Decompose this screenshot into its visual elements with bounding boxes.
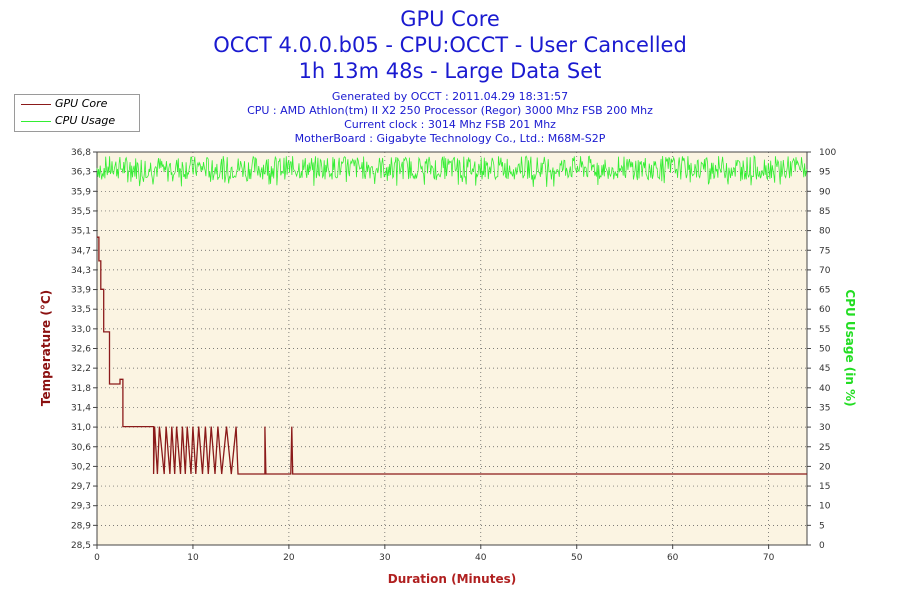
y-left-tick-label: 28,5 <box>71 541 91 551</box>
y-left-tick-label: 31,0 <box>71 423 91 433</box>
y-right-tick-label: 85 <box>819 207 830 217</box>
y-left-tick-label: 33,9 <box>71 286 91 296</box>
y-axis-left-label: Temperature (°C) <box>39 289 53 407</box>
x-tick-label: 50 <box>571 553 583 563</box>
y-right-tick-label: 55 <box>819 325 830 335</box>
legend-label-gpu-core: GPU Core <box>55 97 108 110</box>
y-left-tick-label: 28,9 <box>71 521 91 531</box>
y-left-tick-label: 35,1 <box>71 227 91 237</box>
y-right-tick-label: 90 <box>819 187 831 197</box>
motherboard-info: MotherBoard : Gigabyte Technology Co., L… <box>294 132 606 145</box>
chart-title: GPU Core <box>400 7 500 31</box>
y-right-tick-label: 0 <box>819 541 825 551</box>
y-left-tick-label: 31,8 <box>71 384 91 394</box>
y-right-tick-label: 80 <box>819 227 831 237</box>
y-left-tick-label: 34,7 <box>71 246 91 256</box>
y-right-tick-label: 30 <box>819 423 831 433</box>
y-axis-right-label: CPU Usage (in %) <box>843 289 857 407</box>
x-tick-label: 40 <box>475 553 487 563</box>
y-right-tick-label: 70 <box>819 266 831 276</box>
generated-info: Generated by OCCT : 2011.04.29 18:31:57 <box>331 90 569 103</box>
series-cpu-usage <box>96 154 808 187</box>
y-left-tick-label: 30,2 <box>71 462 91 472</box>
chart-legend: GPU Core CPU Usage <box>14 94 140 132</box>
y-left-tick-label: 32,6 <box>71 345 91 355</box>
y-left-tick-label: 31,4 <box>71 403 91 413</box>
y-right-tick-label: 50 <box>819 345 831 355</box>
y-right-tick-label: 35 <box>819 403 830 413</box>
y-right-tick-label: 15 <box>819 482 830 492</box>
y-right-tick-label: 40 <box>819 384 831 394</box>
y-right-tick-label: 65 <box>819 286 830 296</box>
y-left-tick-label: 36,8 <box>71 148 91 158</box>
y-right-tick-label: 60 <box>819 305 831 315</box>
y-left-tick-label: 34,3 <box>71 266 91 276</box>
y-left-tick-label: 33,0 <box>71 325 91 335</box>
x-tick-label: 60 <box>667 553 679 563</box>
y-left-tick-label: 36,3 <box>71 168 91 178</box>
x-tick-label: 0 <box>94 553 100 563</box>
x-tick-label: 20 <box>283 553 295 563</box>
legend-swatch-cpu-usage <box>21 121 51 122</box>
y-left-tick-label: 35,5 <box>71 207 91 217</box>
cpu-info: CPU : AMD Athlon(tm) II X2 250 Processor… <box>247 104 653 117</box>
x-tick-label: 10 <box>187 553 199 563</box>
y-left-tick-label: 29,3 <box>71 502 91 512</box>
y-left-tick-label: 30,6 <box>71 443 91 453</box>
x-tick-label: 70 <box>763 553 775 563</box>
legend-swatch-gpu-core <box>21 104 51 105</box>
y-right-tick-label: 95 <box>819 168 830 178</box>
y-left-tick-label: 35,9 <box>71 187 91 197</box>
chart-subtitle: OCCT 4.0.0.b05 - CPU:OCCT - User Cancell… <box>213 33 687 57</box>
y-left-tick-label: 32,2 <box>71 364 91 374</box>
clock-info: Current clock : 3014 Mhz FSB 201 Mhz <box>344 118 556 131</box>
x-axis-label: Duration (Minutes) <box>387 572 517 586</box>
y-right-tick-label: 45 <box>819 364 830 374</box>
y-right-tick-label: 100 <box>819 148 836 158</box>
plot-area <box>97 152 807 545</box>
y-left-tick-label: 33,5 <box>71 305 91 315</box>
y-right-tick-label: 25 <box>819 443 830 453</box>
y-right-tick-label: 20 <box>819 462 831 472</box>
y-right-tick-label: 5 <box>819 521 825 531</box>
y-right-tick-label: 75 <box>819 246 830 256</box>
x-tick-label: 30 <box>379 553 391 563</box>
y-right-tick-label: 10 <box>819 502 831 512</box>
series-gpu-core <box>97 236 807 475</box>
chart-subtitle-2: 1h 13m 48s - Large Data Set <box>298 59 602 83</box>
legend-label-cpu-usage: CPU Usage <box>55 114 116 127</box>
y-left-tick-label: 29,7 <box>71 482 91 492</box>
